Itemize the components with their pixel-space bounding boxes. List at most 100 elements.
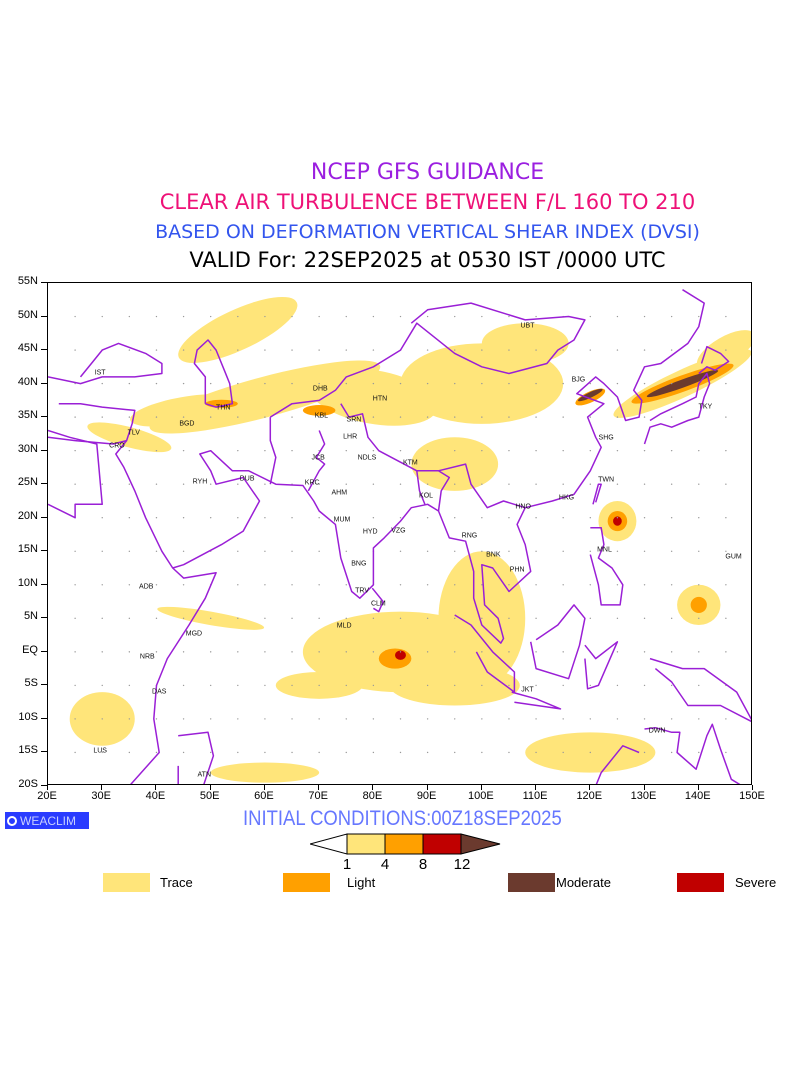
lon-tick-mark [155,785,157,790]
coastline-border [416,470,426,505]
city-label: VZG [391,527,406,535]
grid-dot [670,684,673,687]
grid-dot [426,483,429,485]
grid-dot [101,651,103,653]
grid-dot [616,617,619,620]
grid-dot [616,315,619,318]
coastline-border [698,345,730,375]
grid-dot [101,483,103,485]
city-label: BNK [486,551,501,559]
grid-dot [535,315,537,318]
coastline-border [48,429,103,519]
city-label: KTM [402,459,418,467]
grid-dot [155,751,158,754]
lon-tick-label: 40E [145,790,166,802]
grid-dot [101,550,103,552]
grid-dot [372,517,375,519]
grid-dot [643,550,646,552]
city-label: AHM [331,489,348,497]
grid-dot [399,651,402,653]
grid-dot [237,550,239,552]
grid-dot [74,617,76,620]
coastline-border [644,723,741,784]
lat-tick-label: 10N [17,576,38,589]
grid-dot [508,382,510,385]
city-label: MLD [336,622,352,630]
grid-dot [345,751,347,754]
grid-dot [643,684,646,687]
grid-dot [155,315,158,318]
grid-dot [616,349,619,351]
grid-dot [616,382,619,385]
grid-dot [372,382,375,385]
colorbar-trace [346,833,386,855]
city-label: HNO [515,503,531,511]
grid-dot [698,449,700,452]
grid-dot [643,349,646,351]
grid-dot [426,315,429,318]
colorbar-low-arrow [310,833,348,855]
grid-dot [399,751,402,754]
grid-dot [74,751,76,754]
grid-dot [481,416,483,418]
grid-dot [101,617,103,620]
grid-dot [589,315,592,318]
lat-tick-label: 5S [24,677,38,690]
grid-dot [399,315,402,318]
grid-dot [318,349,320,351]
grid-dot [698,684,700,687]
lon-tick-mark [697,785,699,790]
legend-label-moderate: Moderate [556,875,611,890]
lat-tick-label: 20S [18,778,38,790]
coastline-border [115,440,217,784]
grid-dot [237,483,239,485]
grid-dot [725,483,727,485]
lon-tick-mark [480,785,482,790]
legend-label-severe: Severe [735,875,777,890]
grid-dot [535,349,537,351]
city-label: KBL [314,412,329,420]
grid-dot [345,483,347,485]
lon-tick-label: 90E [416,790,437,802]
lat-tick-label: 30N [17,442,38,455]
grid-dot [670,483,673,485]
lat-tick-label: 35N [17,409,38,422]
grid-dot [698,651,700,653]
city-label: THN [216,404,231,412]
lat-tick-mark [41,717,47,719]
lat-tick-mark [41,416,47,418]
grid-dot [209,416,212,418]
grid-dot [670,651,673,653]
grid-dot [725,550,727,552]
grid-dot [670,449,673,452]
lon-tick-label: 110E [522,790,548,802]
grid-dot [562,382,564,385]
grid-dot [616,483,619,485]
grid-dot [291,416,293,418]
grid-dot [101,751,103,754]
grid-dot [101,517,103,519]
lat-tick-mark [41,449,47,451]
grid-dot [155,517,158,519]
lat-tick-label: 15N [17,543,38,556]
city-label: SRN [346,416,362,424]
grid-dot [426,349,429,351]
turbulence-area-light [690,596,707,613]
lon-tick-mark [426,785,428,790]
grid-dot [562,550,564,552]
turbulence-area-moderate [577,388,603,402]
grid-dot [182,416,185,418]
coastline-border [589,527,624,606]
grid-dot [182,584,185,586]
legend-swatch-moderate [508,873,555,892]
turbulence-area-trace [210,762,320,783]
grid-dot [291,349,293,351]
coastline-border [193,339,234,408]
city-label: LHR [343,433,358,441]
city-label: DAS [152,688,167,696]
grid-dot [508,483,510,485]
lat-tick-mark [41,282,47,283]
grid-dot [589,382,592,385]
lon-tick-mark [372,785,374,790]
grid-dot [237,684,239,687]
